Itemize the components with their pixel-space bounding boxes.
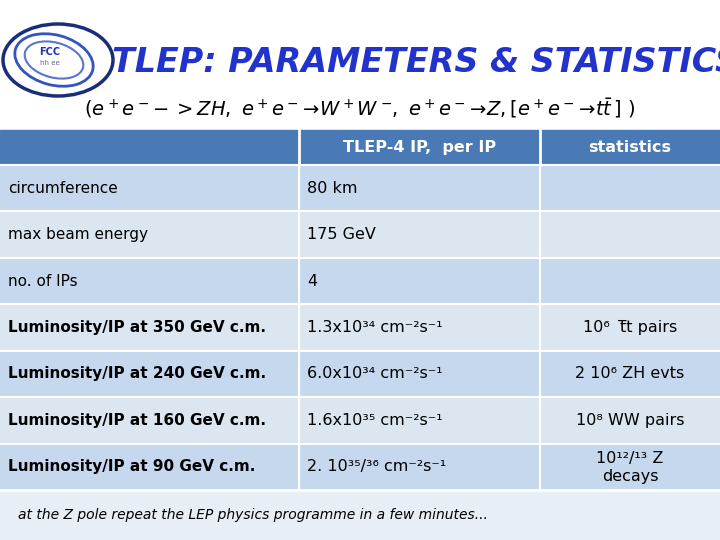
Text: 80 km: 80 km xyxy=(307,181,357,195)
Bar xyxy=(299,397,540,443)
Bar xyxy=(540,258,720,304)
Bar xyxy=(0,443,299,490)
Text: TLEP: PARAMETERS & STATISTICS: TLEP: PARAMETERS & STATISTICS xyxy=(112,46,720,79)
Text: 1.3x10³⁴ cm⁻²s⁻¹: 1.3x10³⁴ cm⁻²s⁻¹ xyxy=(307,320,442,335)
Text: 1.6x10³⁵ cm⁻²s⁻¹: 1.6x10³⁵ cm⁻²s⁻¹ xyxy=(307,413,442,428)
Bar xyxy=(0,490,720,540)
Bar xyxy=(0,397,299,443)
Bar xyxy=(0,165,299,212)
Text: 2. 10³⁵/³⁶ cm⁻²s⁻¹: 2. 10³⁵/³⁶ cm⁻²s⁻¹ xyxy=(307,460,446,474)
Text: Luminosity/IP at 240 GeV c.m.: Luminosity/IP at 240 GeV c.m. xyxy=(8,367,266,381)
Bar xyxy=(0,212,299,258)
Text: 10⁶  t̅t pairs: 10⁶ t̅t pairs xyxy=(583,320,677,335)
Text: Luminosity/IP at 350 GeV c.m.: Luminosity/IP at 350 GeV c.m. xyxy=(8,320,266,335)
Text: statistics: statistics xyxy=(588,140,672,155)
Text: max beam energy: max beam energy xyxy=(8,227,148,242)
Bar xyxy=(540,397,720,443)
Text: circumference: circumference xyxy=(8,181,118,195)
Text: hh ee: hh ee xyxy=(40,60,60,66)
Bar xyxy=(299,212,540,258)
Bar xyxy=(540,130,720,165)
Bar xyxy=(0,0,720,130)
Text: no. of IPs: no. of IPs xyxy=(8,274,78,288)
Bar xyxy=(299,165,540,212)
Text: $(e^+e^-\! -> ZH,\ e^+e^- \!\rightarrow\! W^+W^-\!,\ e^+e^- \!\rightarrow\! Z,[e: $(e^+e^-\! -> ZH,\ e^+e^- \!\rightarrow\… xyxy=(84,96,636,120)
Text: Luminosity/IP at 90 GeV c.m.: Luminosity/IP at 90 GeV c.m. xyxy=(8,460,256,474)
Text: FCC: FCC xyxy=(40,47,60,57)
Text: at the Z pole repeat the LEP physics programme in a few minutes...: at the Z pole repeat the LEP physics pro… xyxy=(18,508,488,522)
Bar xyxy=(299,443,540,490)
Bar xyxy=(540,212,720,258)
Bar xyxy=(299,350,540,397)
Bar xyxy=(299,304,540,350)
Bar xyxy=(540,350,720,397)
Text: decays: decays xyxy=(602,469,658,484)
Bar xyxy=(0,258,299,304)
Bar xyxy=(0,130,299,165)
Bar xyxy=(540,165,720,212)
Bar xyxy=(540,443,720,490)
Bar xyxy=(540,304,720,350)
Text: 10⁸ WW pairs: 10⁸ WW pairs xyxy=(576,413,684,428)
Text: 175 GeV: 175 GeV xyxy=(307,227,376,242)
Text: 4: 4 xyxy=(307,274,317,288)
Bar xyxy=(0,304,299,350)
Text: 10¹²/¹³ Z: 10¹²/¹³ Z xyxy=(596,451,664,467)
Text: Luminosity/IP at 160 GeV c.m.: Luminosity/IP at 160 GeV c.m. xyxy=(8,413,266,428)
Bar xyxy=(0,350,299,397)
Bar xyxy=(299,258,540,304)
Text: 6.0x10³⁴ cm⁻²s⁻¹: 6.0x10³⁴ cm⁻²s⁻¹ xyxy=(307,367,442,381)
Text: 2 10⁶ ZH evts: 2 10⁶ ZH evts xyxy=(575,367,685,381)
Bar xyxy=(299,130,540,165)
Text: TLEP-4 IP,  per IP: TLEP-4 IP, per IP xyxy=(343,140,496,155)
